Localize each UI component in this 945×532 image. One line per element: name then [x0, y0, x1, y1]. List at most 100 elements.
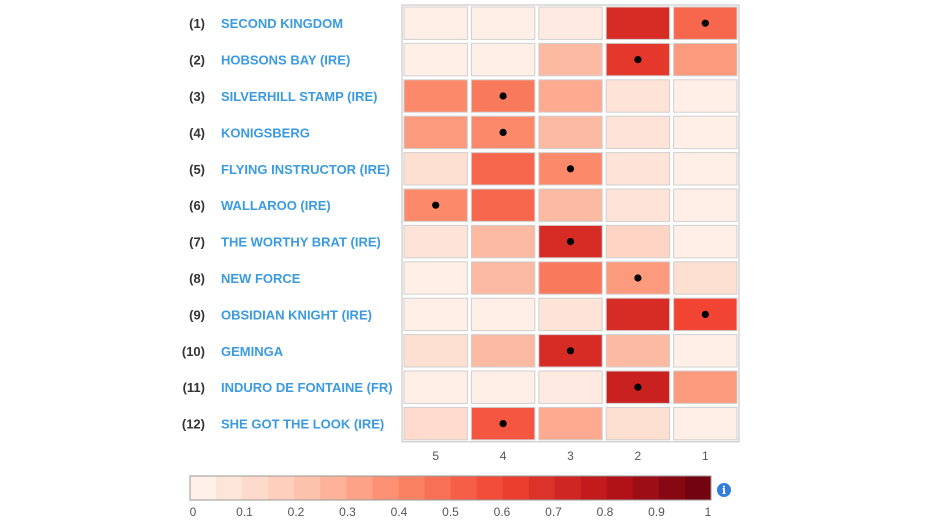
- runner-name-link[interactable]: NEW FORCE: [221, 271, 301, 286]
- legend-tick-label: 0.8: [597, 505, 614, 519]
- heatmap-cell: [605, 152, 671, 186]
- row-number: (7): [189, 235, 205, 250]
- runner-name-link[interactable]: FLYING INSTRUCTOR (IRE): [221, 162, 390, 177]
- selection-marker: [432, 201, 440, 209]
- legend-swatch: [190, 476, 217, 500]
- selection-marker: [701, 19, 709, 27]
- legend-swatch: [554, 476, 582, 500]
- runner-name-link[interactable]: SILVERHILL STAMP (IRE): [221, 89, 378, 104]
- heatmap-cell: [403, 115, 468, 150]
- row-number: (2): [189, 53, 205, 68]
- legend-tick-label: 0.3: [339, 505, 356, 519]
- heatmap-cell: [470, 334, 536, 368]
- row-number: (5): [189, 162, 205, 177]
- heatmap-cell: [538, 115, 603, 150]
- legend-swatch: [606, 476, 634, 500]
- runner-name-link[interactable]: THE WORTHY BRAT (IRE): [221, 235, 381, 250]
- heatmap-cell: [538, 261, 603, 295]
- heatmap-markers: [432, 19, 709, 428]
- legend-tick-label: 0.1: [236, 505, 253, 519]
- runner-name-link[interactable]: SHE GOT THE LOOK (IRE): [221, 417, 384, 432]
- info-icon-circle[interactable]: [717, 483, 731, 497]
- heatmap-cell: [673, 370, 738, 404]
- heatmap-cell: [470, 370, 536, 404]
- heatmap-cell: [673, 224, 738, 259]
- column-label: 1: [702, 449, 709, 463]
- runner-name-link[interactable]: GEMINGA: [221, 344, 284, 359]
- legend-swatch: [268, 476, 295, 500]
- runner-name-link[interactable]: OBSIDIAN KNIGHT (IRE): [221, 307, 372, 322]
- legend-frame: [189, 475, 712, 501]
- heatmap-cell: [605, 115, 671, 150]
- heatmap-cell: [605, 224, 671, 259]
- row-number: (9): [189, 307, 205, 322]
- heatmap-cell: [538, 297, 603, 332]
- heatmap-cell: [538, 42, 603, 77]
- heatmap-cell: [470, 224, 536, 259]
- column-label: 5: [432, 449, 439, 463]
- heatmap-cell: [403, 406, 468, 441]
- row-number: (12): [182, 417, 205, 432]
- heatmap-cell: [605, 297, 671, 332]
- legend-tick-label: 0: [190, 505, 197, 519]
- heatmap-cell: [538, 370, 603, 404]
- row-labels: (1) SECOND KINGDOM (2) HOBSONS BAY (IRE) (3)…: [182, 16, 393, 431]
- heatmap-cell: [470, 6, 536, 40]
- row-number: (1): [189, 16, 205, 31]
- heatmap-cell: [673, 406, 738, 441]
- legend-swatch: [502, 476, 530, 500]
- legend-tick-label: 0.6: [494, 505, 511, 519]
- heatmap-cell: [403, 224, 468, 259]
- runner-name-link[interactable]: KONIGSBERG: [221, 125, 310, 140]
- row-number: (6): [189, 198, 205, 213]
- legend-swatch: [450, 476, 478, 500]
- heatmap-cell: [538, 6, 603, 40]
- heatmap-cell: [673, 79, 738, 113]
- heatmap-cell: [403, 42, 468, 77]
- legend-swatch: [242, 476, 269, 500]
- legend-swatch: [372, 476, 399, 500]
- heatmap-cell: [403, 79, 468, 113]
- heatmap-cell: [470, 261, 536, 295]
- selection-marker: [701, 310, 709, 318]
- selection-marker: [634, 56, 642, 64]
- grid-frame: [401, 4, 740, 443]
- selection-marker: [499, 92, 507, 100]
- heatmap-cell: [538, 79, 603, 113]
- legend-tick-label: 1: [705, 505, 712, 519]
- heatmap-cell: [403, 261, 468, 295]
- column-label: 3: [567, 449, 574, 463]
- heatmap-cell: [673, 334, 738, 368]
- selection-marker: [634, 274, 642, 282]
- heatmap-cell: [470, 152, 536, 186]
- legend-swatch: [346, 476, 373, 500]
- row-number: (4): [189, 125, 205, 140]
- heatmap-cell: [403, 152, 468, 186]
- legend-swatch: [294, 476, 321, 500]
- info-icon[interactable]: i: [717, 483, 731, 497]
- runner-name-link[interactable]: HOBSONS BAY (IRE): [221, 53, 350, 68]
- legend-swatch: [424, 476, 451, 500]
- row-number: (10): [182, 344, 205, 359]
- legend-swatch: [216, 476, 243, 500]
- info-icon-glyph: i: [722, 484, 726, 497]
- legend-tick-label: 0.5: [442, 505, 459, 519]
- runner-name-link[interactable]: WALLAROO (IRE): [221, 198, 331, 213]
- runner-name-link[interactable]: INDURO DE FONTAINE (FR): [221, 380, 393, 395]
- heatmap-cell: [673, 42, 738, 77]
- row-number: (11): [183, 380, 205, 395]
- heatmap-cell: [403, 370, 468, 404]
- selection-marker: [566, 165, 575, 173]
- runner-name-link[interactable]: SECOND KINGDOM: [221, 16, 343, 31]
- legend-swatch: [580, 476, 608, 500]
- selection-marker: [566, 238, 575, 246]
- heatmap-cell: [605, 6, 671, 40]
- heatmap-cell: [673, 261, 738, 295]
- heatmap-cell: [403, 334, 468, 368]
- column-label: 2: [635, 449, 642, 463]
- legend-swatch: [398, 476, 425, 500]
- legend-swatch: [658, 476, 686, 500]
- legend-swatch: [528, 476, 556, 500]
- heatmap-cells: [401, 4, 740, 443]
